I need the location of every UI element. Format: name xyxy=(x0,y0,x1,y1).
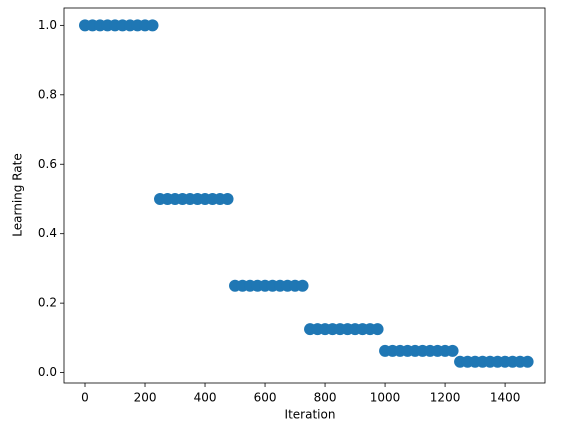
y-axis-label: Learning Rate xyxy=(11,153,25,236)
point xyxy=(371,323,384,336)
x-tick-label: 800 xyxy=(314,391,337,405)
axes-frame xyxy=(63,7,546,384)
x-tick-label: 0 xyxy=(81,391,89,405)
y-tick-label: 0.6 xyxy=(38,157,57,171)
x-tick-label: 1200 xyxy=(430,391,461,405)
point xyxy=(296,279,309,292)
point xyxy=(221,192,234,205)
x-tick-label: 200 xyxy=(134,391,157,405)
y-tick-label: 1.0 xyxy=(38,18,57,32)
x-tick-label: 600 xyxy=(254,391,277,405)
x-tick-label: 1000 xyxy=(370,391,401,405)
point xyxy=(146,19,159,32)
y-tick-label: 0.8 xyxy=(38,87,57,101)
x-tick-label: 400 xyxy=(194,391,217,405)
x-axis-label: Iteration xyxy=(285,408,336,422)
y-tick-label: 0.4 xyxy=(38,226,57,240)
y-tick-label: 0.2 xyxy=(38,296,57,310)
x-tick-label: 1400 xyxy=(490,391,521,405)
y-tick-label: 0.0 xyxy=(38,365,57,379)
point xyxy=(521,355,534,368)
point xyxy=(446,344,459,357)
